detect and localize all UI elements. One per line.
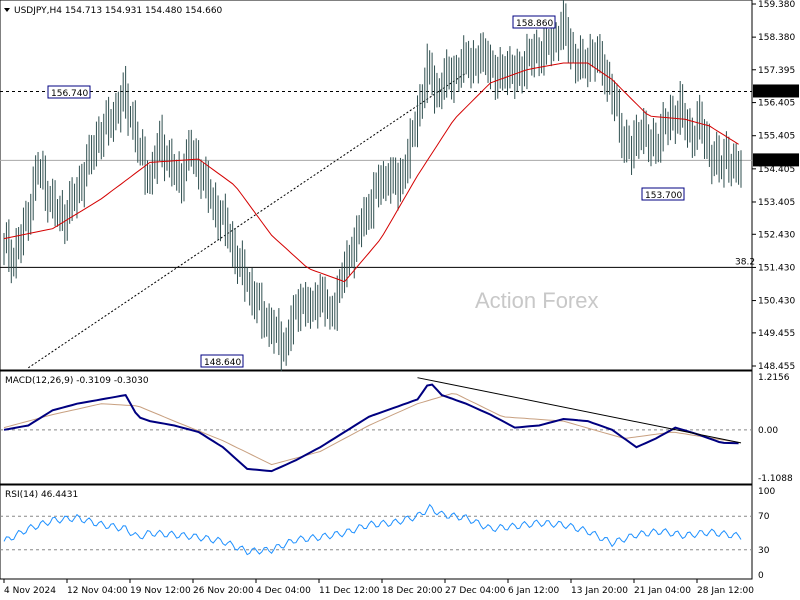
macd-axis-labels: 1.2156 0.00 -1.1088 [758,373,793,484]
x-tick-label: 4 Dec 04:00 [256,586,311,596]
x-tick-label: 19 Nov 12:00 [130,586,191,596]
price-tick-label: 154.405 [758,165,795,175]
annotation-label: 153.700 [645,191,682,201]
x-tick-label: 18 Dec 20:00 [382,586,443,596]
x-tick-label: 11 Dec 12:00 [319,586,380,596]
x-tick-label: 12 Nov 04:00 [67,586,128,596]
resistance-price-label-bg [753,84,799,98]
rsi-tick-label: 100 [758,487,775,497]
current-price-label-bg [753,153,799,167]
price-tick-label: 153.405 [758,198,795,208]
annotation-label: 158.860 [516,19,553,29]
price-annotations: 158.860 156.740 148.640 153.700 [47,15,685,368]
x-tick-label: 26 Nov 20:00 [193,586,254,596]
macd-title: MACD(12,26,9) -0.3109 -0.3030 [5,376,149,386]
macd-tick-label: -1.1088 [758,474,793,484]
x-tick-label: 6 Jan 12:00 [508,586,560,596]
rsi-axis-labels: 100 70 30 0 [758,487,775,581]
macd-trendline [417,377,742,444]
rsi-tick-label: 30 [758,546,770,556]
price-tick-label: 159.380 [758,0,795,10]
x-tick-label: 27 Dec 04:00 [445,586,506,596]
annotation-label: 156.740 [51,89,88,99]
price-axis-labels: 159.380 158.380 157.395 156.405 155.405 154.4… [752,0,799,372]
price-tick-label: 155.405 [758,132,795,142]
annotation-box [47,85,91,99]
price-title-group: USDJPY,H4 154.713 154.931 154.480 154.66… [4,6,223,16]
price-tick-label: 152.430 [758,230,795,240]
x-tick-label: 4 Nov 2024 [4,586,56,596]
annotation-box [641,187,685,201]
macd-panel [0,370,753,485]
price-title: USDJPY,H4 154.713 154.931 154.480 154.66… [14,6,223,16]
price-tick-label: 158.380 [758,33,795,43]
price-tick-label: 149.455 [758,329,795,339]
macd-lines [0,377,752,473]
annotation-box [512,15,556,29]
macd-main-line [3,383,739,473]
price-tick-label: 157.395 [758,66,795,76]
price-tick-label: 148.455 [758,362,795,372]
fib-label: 38.2 [735,257,755,267]
annotation-box [200,354,244,368]
x-tick-label: 13 Jan 20:00 [571,586,628,596]
x-axis-labels: 4 Nov 2024 12 Nov 04:00 19 Nov 12:00 26 Nov… [3,579,754,596]
rsi-line [3,503,742,556]
price-tick-label: 151.430 [758,263,795,273]
moving-average-line-path [3,62,739,283]
rsi-tick-label: 0 [758,571,764,581]
rsi-title: RSI(14) 46.4431 [5,490,78,500]
current-price-label: 154.660 [757,156,794,166]
macd-tick-label: 0.00 [758,426,778,436]
price-tick-label: 156.405 [758,99,795,109]
macd-tick-label: 1.2156 [758,373,790,383]
triangle-icon [4,8,10,12]
macd-signal-line [3,393,739,466]
annotation-label: 148.640 [204,358,241,368]
rsi-tick-label: 70 [758,512,770,522]
moving-average-line [3,62,739,283]
rsi-lines [0,503,752,556]
x-tick-label: 28 Jan 12:00 [697,586,754,596]
watermark: Action Forex [475,288,599,313]
price-candles [3,0,742,372]
resistance-price-label: 156.740 [757,87,794,97]
x-tick-label: 21 Jan 04:00 [634,586,691,596]
rsi-panel [0,484,753,580]
price-tick-label: 150.430 [758,297,795,307]
